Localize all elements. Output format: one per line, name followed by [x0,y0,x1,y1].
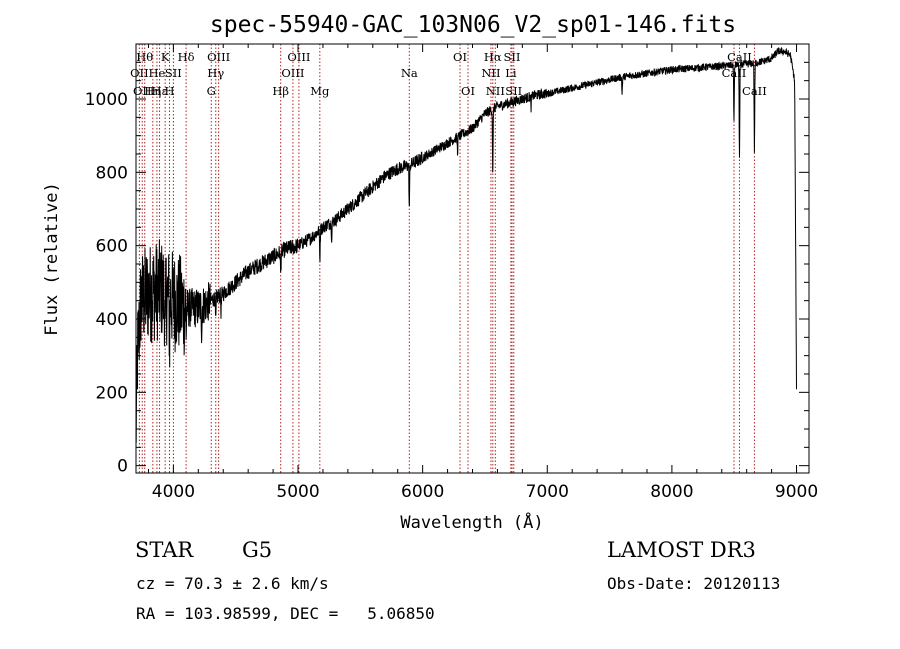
spectral-line-label: OI [461,84,475,98]
spectral-line-label: Na [401,66,418,80]
spectral-line-label: Hγ [207,66,224,80]
spectral-line-markers [138,44,755,473]
x-tick-label: 9000 [775,482,818,502]
spectral-line-label: Hε [152,84,168,98]
spectral-line-label: H [165,84,175,98]
spectral-line-label: Hη [144,84,161,98]
spectral-line-label: OIII [287,50,310,64]
spectral-line-label: Hδ [178,50,195,64]
spectrum-chart: spec-55940-GAC_103N06_V2_sp01-146.fits O… [42,12,818,533]
y-tick-label: 200 [96,383,128,403]
x-tick-label: 7000 [526,482,569,502]
spectral-line-label: Hα [484,50,502,64]
spectral-line-label: Mg [310,84,330,98]
spectral-line-labels: OII OII Hθ Hη He Hε K H SII Hδ G Hγ OIII Hβ OIII OIII Mg… [130,50,767,98]
spectral-line-label: K [161,50,170,64]
spectral-line-label: SII [505,84,522,98]
y-tick-label: 800 [96,163,128,183]
y-tick-label: 1000 [85,90,128,110]
x-tick-label: 6000 [401,482,444,502]
object-subclass: G5 [242,538,273,562]
spectral-line-label: He [149,66,166,80]
y-tick-label: 600 [96,237,128,257]
spectral-line-label: OII [133,84,152,98]
spectral-line-label: Hθ [136,50,153,64]
object-class: STAR [135,538,194,562]
x-axis-label: Wavelength (Å) [400,511,543,533]
x-axis-ticks: 4000 5000 6000 7000 8000 9000 [147,44,818,502]
spectral-line-label: Hβ [272,84,289,98]
observation-date: Obs-Date: 20120113 [607,574,781,593]
spectral-line-label: NII [486,84,505,98]
spectral-line-label: Li [505,66,517,80]
spectral-line-label: NII [481,66,500,80]
x-tick-label: 5000 [276,482,319,502]
y-axis-label: Flux (relative) [42,182,62,336]
spectral-line-label: OII [130,66,149,80]
spectral-line-label: G [207,84,216,98]
spectral-line-label: OI [453,50,467,64]
y-axis-ticks: 0 200 400 600 800 1000 [85,61,809,477]
spectrum-line [135,46,797,443]
y-tick-label: 0 [117,457,128,477]
redshift-readout: cz = 70.3 ± 2.6 km/s [136,574,329,593]
spectral-line-label: OIII [281,66,304,80]
plot-frame [135,43,810,474]
coordinates-readout: RA = 103.98599, DEC = 5.06850 [136,604,435,623]
survey-name: LAMOST DR3 [607,538,756,562]
spectrum-layer [135,46,797,443]
spectral-line-label: SII [165,66,182,80]
spectral-line-label: OIII [207,50,230,64]
chart-title: spec-55940-GAC_103N06_V2_sp01-146.fits [210,12,736,38]
x-tick-label: 4000 [152,482,195,502]
x-tick-label: 8000 [650,482,693,502]
y-tick-label: 400 [96,310,128,330]
spectral-line-label: SII [504,50,521,64]
spectral-line-label: CaII [727,50,752,64]
